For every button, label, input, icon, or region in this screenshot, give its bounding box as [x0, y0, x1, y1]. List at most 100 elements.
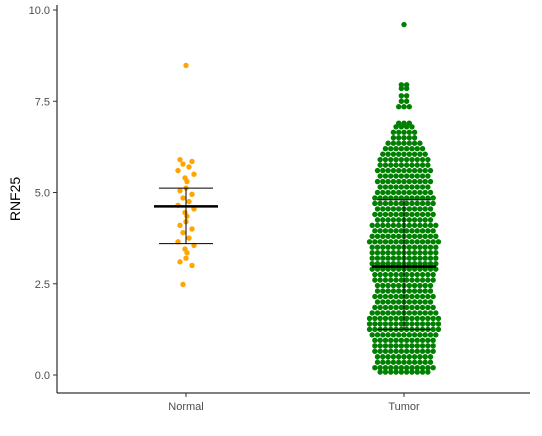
data-point-tumor: [406, 189, 412, 196]
x-tick-label: Tumor: [388, 401, 420, 413]
data-point-tumor: [393, 124, 399, 130]
data-point-tumor: [409, 343, 415, 349]
data-point-normal: [184, 213, 190, 219]
data-point-tumor: [406, 206, 412, 212]
data-point-tumor: [377, 162, 383, 168]
data-point-tumor: [374, 206, 381, 212]
data-point-tumor: [396, 189, 402, 196]
data-point-tumor: [398, 124, 405, 130]
data-point-tumor: [427, 359, 434, 365]
data-point-tumor: [396, 359, 402, 365]
data-point-tumor: [380, 244, 386, 250]
data-point-tumor: [422, 178, 428, 185]
data-point-tumor: [406, 310, 412, 316]
data-point-tumor: [430, 211, 436, 218]
data-point-tumor: [377, 271, 383, 278]
data-point-tumor: [385, 178, 391, 185]
data-point-tumor: [398, 304, 405, 311]
data-point-tumor: [425, 239, 431, 245]
data-point-tumor: [409, 321, 415, 327]
data-point-tumor: [406, 233, 412, 239]
data-point-tumor: [425, 200, 431, 207]
data-point-tumor: [388, 173, 394, 179]
data-point-tumor: [409, 173, 415, 179]
data-point-tumor: [385, 310, 391, 316]
data-point-tumor: [372, 343, 378, 349]
data-point-tumor: [372, 348, 378, 354]
data-point-tumor: [388, 348, 394, 354]
data-point-tumor: [406, 250, 412, 256]
data-point-tumor: [403, 228, 410, 234]
data-point-tumor: [388, 369, 394, 375]
data-point-tumor: [382, 173, 389, 179]
data-point-tumor: [409, 365, 415, 371]
data-point-tumor: [419, 271, 426, 278]
data-point-tumor: [409, 271, 415, 278]
data-point-tumor: [369, 250, 375, 256]
data-point-tumor: [385, 151, 391, 157]
data-point-tumor: [401, 332, 407, 338]
data-point-tumor: [366, 321, 373, 327]
data-point-tumor: [385, 354, 391, 360]
data-point-tumor: [398, 343, 405, 349]
data-point-tumor: [393, 184, 399, 190]
data-point-tumor: [390, 206, 397, 212]
data-point-tumor: [396, 250, 402, 256]
data-point-tumor: [388, 184, 394, 190]
data-point-tumor: [427, 332, 434, 338]
data-point-tumor: [374, 288, 381, 294]
data-point-tumor: [372, 239, 378, 245]
data-point-tumor: [380, 151, 386, 157]
data-point-tumor: [396, 354, 402, 360]
data-point-tumor: [419, 146, 426, 152]
data-point-tumor: [427, 255, 434, 261]
data-point-tumor: [411, 244, 418, 250]
data-point-tumor: [411, 359, 418, 365]
data-point-tumor: [403, 162, 410, 168]
data-point-tumor: [425, 271, 431, 278]
data-point-tumor: [406, 260, 412, 267]
data-point-tumor: [411, 299, 418, 305]
data-point-tumor: [372, 365, 378, 371]
data-point-tumor: [377, 173, 383, 179]
data-point-tumor: [403, 93, 410, 99]
data-point-tumor: [388, 239, 394, 245]
data-point-tumor: [390, 135, 397, 141]
data-point-tumor: [427, 178, 434, 185]
data-point-tumor: [382, 146, 389, 152]
data-point-tumor: [380, 354, 386, 360]
data-point-tumor: [380, 167, 386, 174]
data-point-tumor: [417, 222, 423, 229]
data-point-tumor: [374, 299, 381, 305]
data-point-tumor: [380, 260, 386, 267]
data-point-tumor: [398, 156, 405, 163]
mean-sd-bars: [154, 187, 436, 330]
data-point-tumor: [403, 365, 410, 371]
data-point-tumor: [417, 178, 423, 185]
data-point-tumor: [382, 211, 389, 218]
data-point-tumor: [388, 315, 394, 322]
data-point-tumor: [366, 326, 373, 333]
data-point-tumor: [377, 369, 383, 375]
data-point-tumor: [388, 228, 394, 234]
data-point-tumor: [425, 293, 431, 300]
data-point-tumor: [388, 146, 394, 152]
data-point-tumor: [398, 365, 405, 371]
data-point-tumor: [388, 337, 394, 344]
data-point-tumor: [388, 365, 394, 371]
data-point-tumor: [414, 211, 420, 218]
data-point-tumor: [382, 277, 389, 283]
data-point-tumor: [409, 211, 415, 218]
data-point-normal: [184, 250, 190, 256]
data-point-tumor: [425, 228, 431, 234]
data-point-tumor: [403, 343, 410, 349]
data-point-tumor: [411, 282, 418, 289]
data-point-tumor: [374, 167, 381, 174]
data-point-tumor: [369, 233, 375, 239]
data-point-normal: [189, 191, 195, 198]
data-point-tumor: [396, 233, 402, 239]
data-point-tumor: [401, 167, 407, 174]
data-point-tumor: [414, 271, 420, 278]
data-point-tumor: [430, 348, 436, 354]
